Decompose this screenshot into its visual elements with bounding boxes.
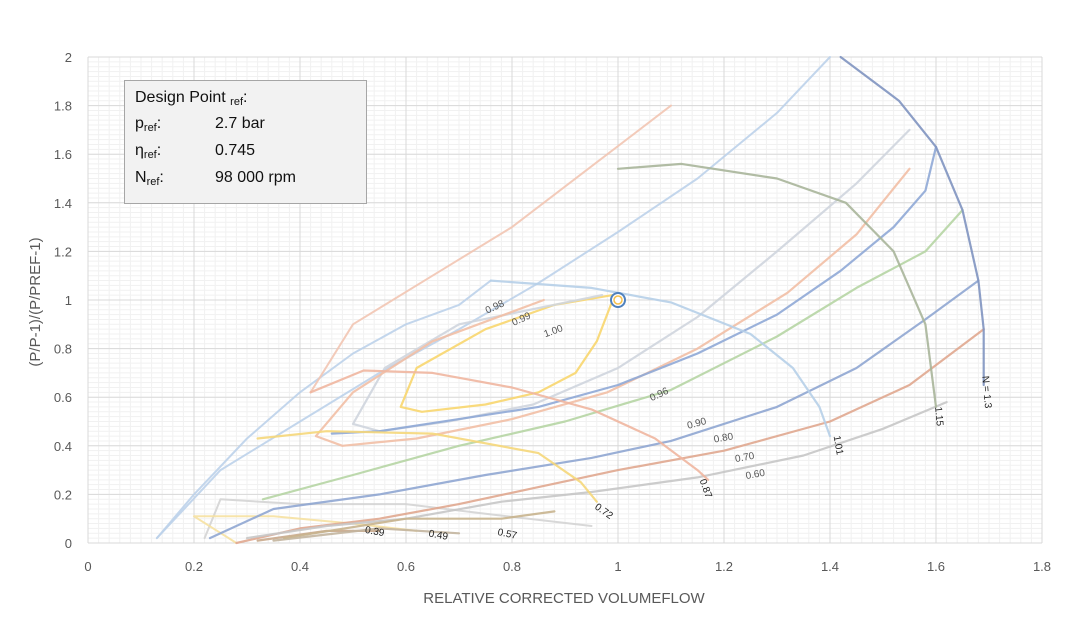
info-key-speed-main: N: [135, 169, 147, 186]
info-key-speed-sub: ref: [146, 176, 160, 188]
design-point-marker: [610, 292, 626, 308]
efficiency-contour-1.00: [399, 294, 614, 413]
info-key-speed-colon: :: [159, 169, 164, 186]
info-key-efficiency-main: η: [135, 142, 144, 159]
surge-boundary-line: [155, 56, 831, 540]
surge-boundary-line: [203, 498, 593, 540]
y-tick-label: 0.8: [54, 342, 72, 357]
y-tick-label: 1.4: [54, 196, 72, 211]
info-title-main: Design Point: [135, 89, 226, 106]
curve-label: 0.57: [497, 527, 519, 542]
speed-line-1.3: [839, 55, 985, 387]
y-axis-label: (P/P-1)/(P/PREF-1): [27, 237, 44, 366]
y-tick-label: 2: [65, 50, 72, 65]
info-key-speed: Nref:: [135, 169, 164, 188]
info-key-efficiency: ηref:: [135, 142, 161, 161]
speed-line-0.57: [283, 510, 556, 540]
x-tick-label: 1: [614, 559, 621, 574]
y-tick-label: 0: [65, 536, 72, 551]
curve-label: N = 1.3: [979, 375, 993, 409]
efficiency-contour-0.96: [330, 145, 938, 435]
info-key-pressure-colon: :: [156, 115, 162, 132]
surge-boundary-line: [155, 279, 492, 540]
x-tick-label: 0.8: [503, 559, 521, 574]
x-tick-label: 1.6: [927, 559, 945, 574]
x-tick-label: 1.8: [1033, 559, 1051, 574]
efficiency-contour-0.80: [208, 279, 980, 540]
x-tick-label: 1.4: [821, 559, 839, 574]
info-title-colon: :: [243, 89, 248, 106]
x-tick-label: 0: [84, 559, 91, 574]
y-tick-label: 1.2: [54, 244, 72, 259]
info-title-sub: ref: [230, 96, 244, 108]
x-axis-ticks: 0 0.2 0.4 0.6 0.8 1 1.2 1.4 1.6 1.8: [84, 559, 1051, 574]
speed-line-1.15: [616, 162, 938, 408]
curve-label: 0.70: [734, 451, 756, 465]
info-key-pressure-main: p: [135, 115, 144, 132]
surge-boundary-line: [309, 104, 672, 394]
x-axis-label: RELATIVE CORRECTED VOLUMEFLOW: [423, 590, 705, 607]
efficiency-contour-0.98: [314, 167, 911, 447]
speed-line-0.87: [309, 369, 710, 481]
design-point-outer-ring: [610, 292, 626, 308]
y-tick-label: 1.6: [54, 147, 72, 162]
y-tick-label: 1: [65, 293, 72, 308]
efficiency-contour-0.70: [235, 328, 985, 545]
curve-label: 0.90: [686, 416, 708, 432]
y-tick-label: 1.8: [54, 99, 72, 114]
y-tick-label: 0.4: [54, 439, 72, 454]
y-tick-label: 0.6: [54, 390, 72, 405]
efficiency-contour-0.90: [261, 209, 964, 501]
info-box-title: Design Point ref:: [135, 89, 247, 108]
info-key-efficiency-sub: ref: [143, 149, 157, 161]
speed-line-1.01: [489, 279, 832, 438]
info-key-pressure-sub: ref: [143, 122, 157, 134]
map-curves: [155, 55, 985, 545]
curve-label: 1.01: [831, 435, 845, 457]
surge-boundary-line: [193, 515, 418, 544]
y-axis-ticks: 0 0.2 0.4 0.6 0.8 1 1.2 1.4 1.6 1.8 2: [54, 50, 72, 551]
info-key-efficiency-colon: :: [156, 142, 162, 159]
design-point-info-box: Design Point ref: pref: 2.7 bar ηref: 0.…: [124, 80, 367, 204]
info-value-efficiency: 0.745: [215, 142, 256, 159]
x-tick-label: 0.2: [185, 559, 203, 574]
curve-label: 0.39: [364, 525, 386, 539]
info-value-pressure: 2.7 bar: [215, 115, 265, 132]
design-point-inner-ring: [613, 295, 623, 305]
info-value-speed: 98 000 rpm: [215, 169, 296, 186]
efficiency-contour-0.60: [245, 401, 948, 540]
x-tick-label: 1.2: [715, 559, 733, 574]
y-tick-label: 0.2: [54, 487, 72, 502]
x-tick-label: 0.6: [397, 559, 415, 574]
curve-label: 0.60: [745, 468, 767, 482]
speed-line-0.49: [272, 527, 461, 542]
efficiency-contour-0.99: [351, 128, 911, 433]
info-key-pressure: pref:: [135, 115, 161, 134]
x-tick-label: 0.4: [291, 559, 309, 574]
curve-label: 0.80: [713, 431, 735, 445]
curve-label: 1.15: [932, 406, 945, 427]
speed-line-0.72: [256, 430, 598, 503]
curve-label: 0.49: [428, 529, 450, 543]
